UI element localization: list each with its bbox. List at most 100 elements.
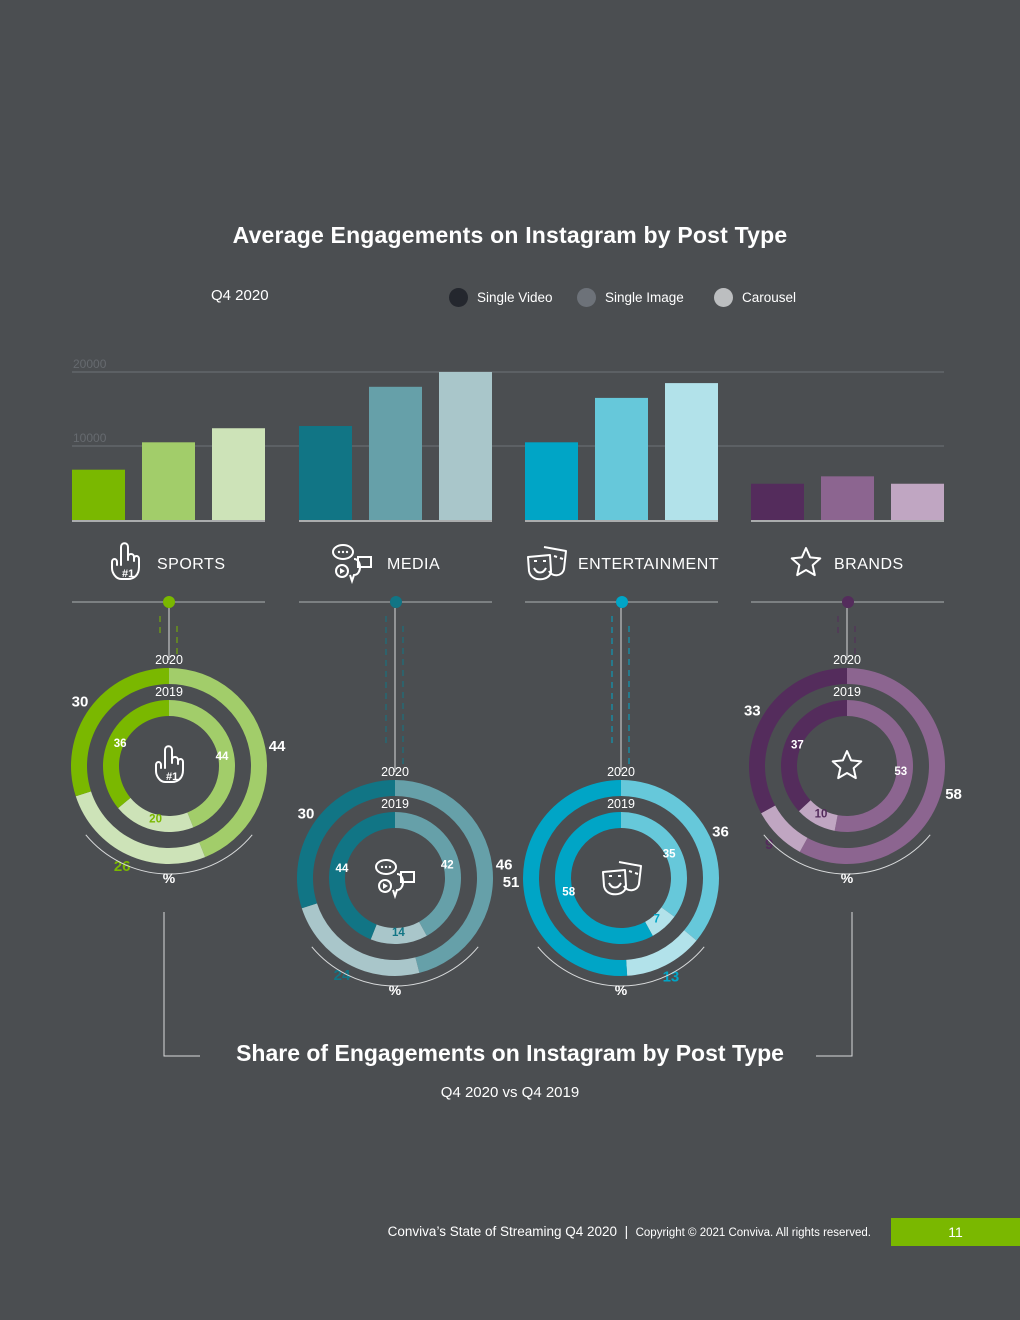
donut-slice-outer-carousel xyxy=(626,930,697,976)
media-bubbles-icon xyxy=(375,859,415,900)
donut-charts: 2020 2019 44 26 30 44 20 36 #1% 2020 2019 46 24 30 42 1… xyxy=(71,608,962,998)
donut-value-label: 51 xyxy=(503,874,520,891)
donut-value-label: 53 xyxy=(894,766,907,778)
donut-slice-outer-single-video xyxy=(523,780,628,976)
donut-slice-inner-single-video xyxy=(329,812,395,940)
donut-value-label: 7 xyxy=(654,914,660,926)
category-label-entertainment: ENTERTAINMENT xyxy=(578,556,719,573)
footer-copyright: Copyright © 2021 Conviva. All rights res… xyxy=(635,1227,871,1239)
bar-entertainment-single-image xyxy=(595,397,648,520)
theater-masks-icon xyxy=(527,546,567,581)
chart-title: Average Engagements on Instagram by Post… xyxy=(232,222,788,248)
donut-value-label: 58 xyxy=(562,887,575,899)
ring-label-2019: 2019 xyxy=(833,685,861,699)
bar-chart: 10000 20000 xyxy=(72,357,944,522)
donut-slice-inner-single-image xyxy=(395,812,461,936)
donut-value-label: 20 xyxy=(149,813,162,825)
unit-label: % xyxy=(389,982,402,998)
category-node xyxy=(842,596,854,608)
legend-label: Carousel xyxy=(742,290,797,305)
unit-arc xyxy=(763,834,931,875)
legend-swatch xyxy=(577,288,596,307)
donut-value-label: 37 xyxy=(791,740,804,752)
svg-text:#1: #1 xyxy=(122,568,134,580)
donut-slice-outer-single-image xyxy=(621,780,719,941)
ring-label-2019: 2019 xyxy=(381,797,409,811)
category-label-sports: SPORTS xyxy=(157,556,226,573)
ring-label-2019: 2019 xyxy=(155,685,183,699)
ring-label-2019: 2019 xyxy=(607,797,635,811)
bar-sports-single-video xyxy=(72,469,125,520)
bar-media-carousel xyxy=(439,372,492,520)
donut-value-label: 33 xyxy=(744,702,761,719)
donut-entertainment: 2020 2019 36 13 51 35 7 58% xyxy=(503,608,729,998)
bar-media-single-video xyxy=(299,426,352,520)
legend-item-single-image: Single Image xyxy=(577,288,684,307)
donut-value-label: 44 xyxy=(269,738,286,755)
unit-arc xyxy=(85,834,253,875)
donut-slice-outer-single-video xyxy=(749,668,847,814)
donut-value-label: 13 xyxy=(663,968,680,985)
donut-slice-outer-carousel xyxy=(75,791,206,864)
bar-sports-carousel xyxy=(212,428,265,520)
hand-number-one-icon: #1 xyxy=(155,745,184,783)
footer-separator: | xyxy=(624,1224,629,1239)
donut-brands: 2020 2019 58 9 33 53 10 37% xyxy=(744,608,962,886)
ring-label-2020: 2020 xyxy=(607,765,635,779)
theater-masks-icon xyxy=(602,861,642,896)
category-node xyxy=(390,596,402,608)
donut-value-label: 30 xyxy=(72,694,89,711)
hand-number-one-icon: #1 xyxy=(111,542,140,580)
donut-value-label: 58 xyxy=(945,786,962,803)
donut-slice-inner-single-video xyxy=(781,700,847,812)
donut-slice-inner-carousel xyxy=(118,797,194,832)
category-row: #1 SPORTS MEDIA ENTERTAINMENT BRANDS xyxy=(72,542,944,608)
donut-value-label: 35 xyxy=(663,849,676,861)
donut-value-label: 14 xyxy=(392,927,405,939)
donut-slice-outer-single-image xyxy=(395,780,493,973)
donut-slice-outer-single-image xyxy=(169,668,267,858)
donut-slice-outer-single-video xyxy=(296,780,395,909)
bar-entertainment-single-video xyxy=(525,442,578,520)
footer-title: Conviva’s State of Streaming Q4 2020 xyxy=(387,1224,618,1239)
donut-slice-inner-carousel xyxy=(370,921,427,944)
donut-slice-inner-single-image xyxy=(834,700,914,832)
donut-value-label: 36 xyxy=(114,738,127,750)
y-tick-label: 10000 xyxy=(73,431,107,445)
donut-value-label: 30 xyxy=(298,806,315,823)
bar-sports-single-image xyxy=(142,442,195,520)
ring-label-2020: 2020 xyxy=(155,653,183,667)
bar-media-single-image xyxy=(369,386,422,520)
share-chart-subtitle: Q4 2020 vs Q4 2019 xyxy=(440,1084,580,1101)
unit-label: % xyxy=(615,982,628,998)
donut-slice-outer-single-image xyxy=(799,668,946,865)
bracket-lines xyxy=(163,912,853,1057)
unit-arc xyxy=(537,946,705,987)
bar-brands-single-video xyxy=(751,483,804,520)
category-label-brands: BRANDS xyxy=(834,556,904,573)
donut-value-label: 36 xyxy=(712,824,729,841)
donut-sports: 2020 2019 44 26 30 44 20 36 #1% xyxy=(71,608,286,886)
donut-slice-outer-single-video xyxy=(71,668,169,797)
page-number: 11 xyxy=(891,1218,1020,1246)
donut-value-label: 26 xyxy=(114,858,131,875)
category-node xyxy=(163,596,175,608)
donut-media: 2020 2019 46 24 30 42 14 44% xyxy=(296,608,513,998)
donut-slice-inner-carousel xyxy=(645,907,675,936)
share-chart-title: Share of Engagements on Instagram by Pos… xyxy=(236,1040,784,1066)
donut-slice-inner-single-image xyxy=(621,812,687,917)
legend-swatch xyxy=(714,288,733,307)
bar-entertainment-carousel xyxy=(665,383,718,520)
donut-slice-inner-carousel xyxy=(798,800,838,831)
legend-item-carousel: Carousel xyxy=(714,288,796,307)
unit-label: % xyxy=(841,870,854,886)
donut-value-label: 24 xyxy=(334,967,351,984)
ring-label-2020: 2020 xyxy=(833,653,861,667)
donut-value-label: 46 xyxy=(496,857,513,874)
legend-item-single-video: Single Video xyxy=(449,288,553,307)
y-tick-label: 20000 xyxy=(73,357,107,371)
category-label-media: MEDIA xyxy=(387,556,440,573)
ring-label-2020: 2020 xyxy=(381,765,409,779)
donut-slice-outer-carousel xyxy=(761,805,808,852)
